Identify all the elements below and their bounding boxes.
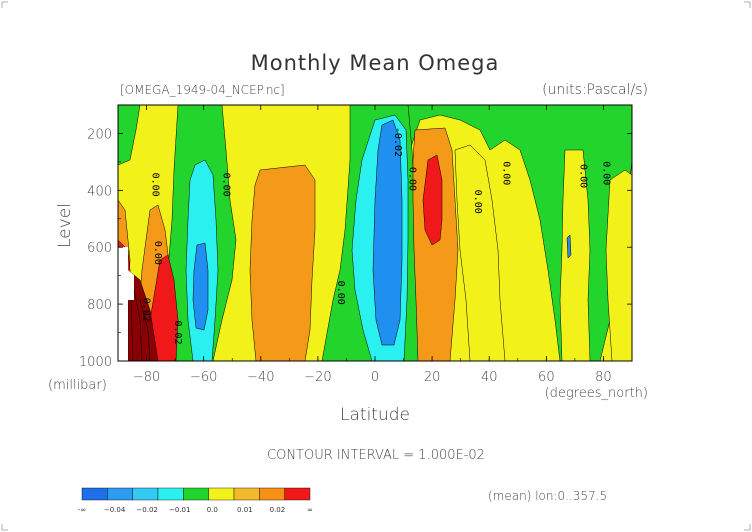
y-axis-units: (millibar) [48,378,107,393]
x-tick-label: 80 [595,370,612,385]
contour-label: 0.00 [149,173,160,197]
contour-label: 0.02 [172,321,183,345]
y-tick-label: 1000 [79,355,112,370]
colorbar-swatch [107,487,133,501]
contour-label: 0.00 [578,164,589,188]
colorbar-swatch [259,487,285,501]
colorbar-tick-label: ∞ [307,506,313,514]
x-tick-label: −20 [304,370,331,385]
contour-label: 0.00 [501,161,512,185]
missing-data-region [118,247,134,361]
contour-label: 0.00 [152,241,163,265]
contour-interval: CONTOUR INTERVAL = 1.000E-02 [267,448,485,463]
colorbar-swatch [233,487,260,501]
blue-region-sh-60 [192,242,209,331]
colorbar-swatch [81,487,108,501]
x-tick-label: −80 [133,370,160,385]
contour-label: 0.00 [221,173,232,197]
colorbar-tick-label: −0.04 [104,506,126,514]
x-axis-units: (degrees_north) [545,386,648,401]
yellow-strip-nh-85 [605,169,632,361]
yellow-strip-nh-70 [559,149,591,361]
y-axis: 200 400 600 800 1000 [79,104,632,370]
contour-label: 0.00 [335,281,346,305]
colorbar: -∞ −0.04 −0.02 −0.01 0.0 0.01 0.02 ∞ [78,487,313,514]
colorbar-swatch [132,487,159,501]
orange-region-nh-20 [412,127,459,361]
y-tick-label: 800 [87,298,112,313]
x-tick-label: 40 [481,370,498,385]
contour-label: 0.02 [141,298,152,322]
colorbar-tick-label: 0.02 [270,506,286,514]
dark-red-region [127,269,159,361]
blue-region-itcz [372,119,403,346]
yellow-strips [454,144,632,361]
blue-spot-nh-68 [566,234,572,259]
y-axis-label: Level [55,203,75,248]
colorbar-tick-label: −0.02 [136,506,157,514]
colorbar-swatch [208,487,235,501]
blue-regions [192,119,572,346]
red-region-nh-20 [422,154,443,246]
colorbar-tick-label: −0.01 [169,506,190,514]
colorbar-tick-label: -∞ [78,506,86,514]
contour-label: 0.00 [472,190,483,214]
contour-label: -0.02 [392,127,403,157]
y-tick-label: 600 [87,241,112,256]
orange-region-sh-30 [249,164,316,361]
footnote: (mean) lon:0..357.5 [488,489,607,503]
x-tick-label: −60 [190,370,217,385]
x-axis: −80 −60 −40 −20 0 20 40 60 80 [117,105,633,385]
colorbar-swatch [284,487,311,501]
y-tick-label: 400 [87,184,112,199]
x-tick-label: 20 [424,370,441,385]
x-axis-label: Latitude [340,405,410,425]
colorbar-swatch [157,487,184,501]
x-tick-label: 0 [371,370,379,385]
contour-label: 0.00 [600,161,611,185]
y-tick-label: 200 [87,127,112,142]
yellow-strip-nh-35 [454,144,506,361]
contour-labels: 0.00 0.000.000.00-0.020.000.000.00 0.00 0.0… [141,127,612,345]
file-label: [OMEGA_1949-04_NCEP.nc] [120,83,285,97]
colorbar-tick-label: 0.01 [237,506,253,514]
x-tick-label: 60 [538,370,555,385]
chart-title: Monthly Mean Omega [251,51,500,75]
colorbar-swatch [183,487,209,501]
units-label: (units:Pascal/s) [542,82,648,98]
plot-area: 0.00 0.000.000.00-0.020.000.000.00 0.00 0.0… [118,105,632,361]
colorbar-tick-label: 0.0 [207,506,218,514]
x-tick-label: −40 [247,370,274,385]
green-region-south-edge [118,105,141,166]
contour-label: 0.00 [406,167,417,191]
